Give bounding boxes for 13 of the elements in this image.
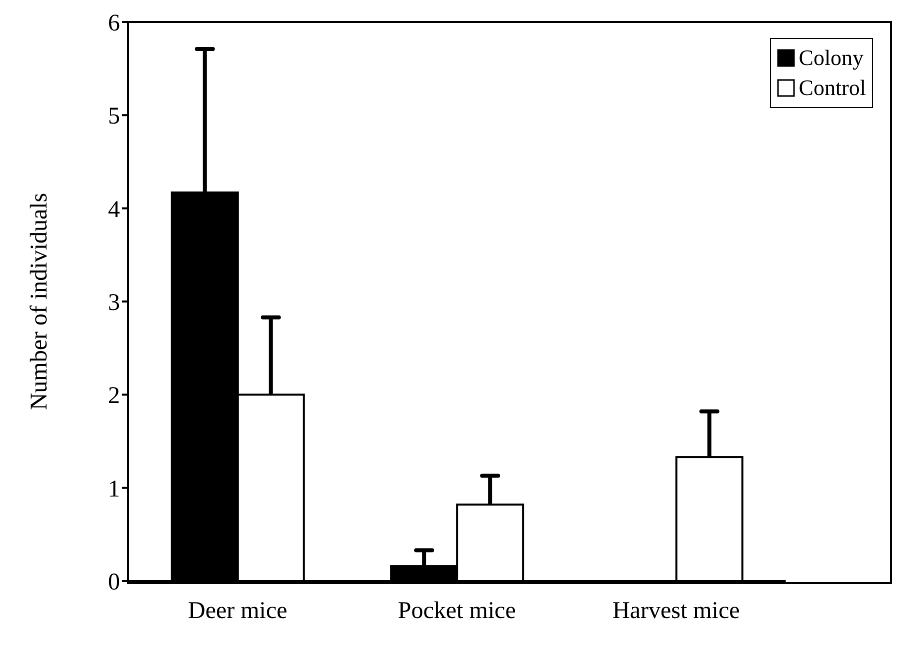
y-tick-label: 6 — [108, 10, 120, 37]
legend-label: Colony — [798, 44, 864, 72]
y-axis-title: Number of individuals — [26, 192, 53, 410]
y-tick-label: 0 — [108, 570, 120, 596]
y-tick-label: 4 — [108, 196, 120, 223]
legend-label: Control — [798, 74, 866, 102]
y-tick-label: 2 — [108, 383, 120, 410]
y-tick-label: 1 — [108, 476, 120, 502]
x-tick-label: Deer mice — [188, 598, 288, 624]
x-tick-label: Pocket mice — [398, 598, 516, 624]
x-tick-label: Harvest mice — [612, 598, 740, 624]
y-tick-label: 5 — [108, 104, 120, 130]
y-tick-label: 3 — [108, 290, 120, 316]
